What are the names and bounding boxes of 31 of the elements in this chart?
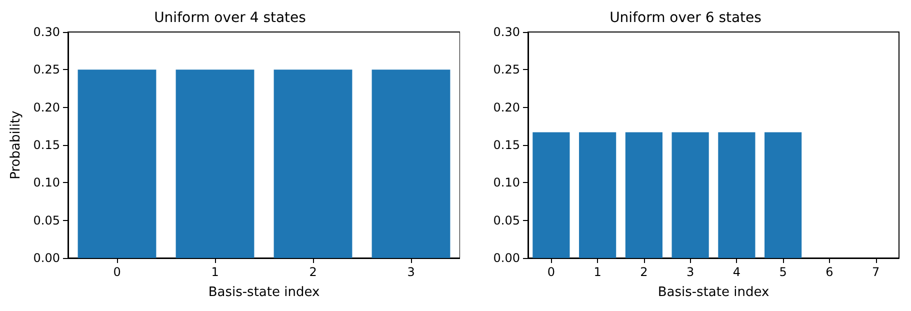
x-tick-label: 3 bbox=[407, 265, 415, 279]
y-tick-label: 0.25 bbox=[33, 62, 60, 77]
y-tick-label: 0.05 bbox=[33, 213, 60, 228]
y-tick-label: 0.20 bbox=[493, 100, 520, 114]
x-tick-label: 2 bbox=[640, 265, 648, 279]
x-axis-title: Basis-state index bbox=[658, 285, 770, 300]
x-tick-label: 7 bbox=[872, 265, 880, 279]
y-tick-label: 0.10 bbox=[493, 176, 520, 190]
x-axis-title: Basis-state index bbox=[208, 285, 320, 300]
chart-title: Uniform over 6 states bbox=[610, 10, 762, 26]
x-tick-label: 1 bbox=[594, 265, 602, 279]
y-axis-title: Probability bbox=[8, 110, 24, 180]
y-tick-label: 0.30 bbox=[33, 25, 60, 39]
chart-title: Uniform over 4 states bbox=[154, 10, 306, 26]
y-tick-label: 0.05 bbox=[493, 213, 520, 228]
y-tick-label: 0.25 bbox=[493, 62, 520, 77]
x-tick-label: 1 bbox=[211, 265, 219, 279]
y-tick-label: 0.30 bbox=[493, 25, 520, 39]
y-tick-label: 0.15 bbox=[493, 138, 520, 152]
y-tick-label: 0.00 bbox=[493, 251, 520, 265]
y-tick-label: 0.15 bbox=[33, 138, 60, 152]
y-tick-label: 0.00 bbox=[33, 251, 60, 265]
x-tick-label: 0 bbox=[113, 265, 121, 279]
x-tick-label: 0 bbox=[547, 265, 556, 279]
y-tick-label: 0.20 bbox=[33, 100, 60, 114]
x-tick-label: 5 bbox=[779, 265, 787, 279]
x-tick-label: 4 bbox=[732, 265, 741, 279]
x-tick-label: 2 bbox=[309, 265, 317, 279]
x-tick-label: 6 bbox=[826, 265, 834, 279]
x-tick-label: 3 bbox=[686, 265, 694, 279]
y-tick-label: 0.10 bbox=[33, 176, 60, 190]
